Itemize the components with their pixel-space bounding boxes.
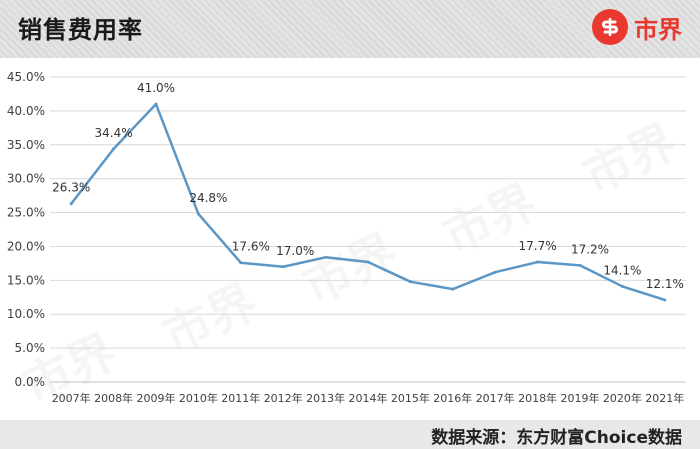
data-point <box>493 270 497 274</box>
data-label: 26.3% <box>52 181 90 195</box>
data-point <box>578 263 582 267</box>
brand-logo-text: 市界 <box>634 15 682 44</box>
x-tick-label: 2018年 <box>518 391 557 405</box>
data-point <box>536 260 540 264</box>
data-point <box>154 102 158 106</box>
data-point <box>620 284 624 288</box>
y-tick-label: 35.0% <box>7 138 45 152</box>
data-label: 41.0% <box>137 81 175 95</box>
y-tick-label: 5.0% <box>15 341 46 355</box>
chart-footer: 数据来源：东方财富Choice数据 <box>0 420 700 449</box>
brand-logo: 市界 <box>592 9 682 45</box>
x-tick-label: 2013年 <box>306 391 345 405</box>
chart-header: 销售费用率 市界 <box>0 0 700 58</box>
y-tick-label: 30.0% <box>7 172 45 186</box>
x-tick-label: 2016年 <box>433 391 472 405</box>
x-tick-label: 2010年 <box>179 391 218 405</box>
data-label: 17.6% <box>232 240 270 254</box>
y-tick-label: 20.0% <box>7 239 45 253</box>
data-point <box>281 265 285 269</box>
data-point <box>239 261 243 265</box>
x-tick-label: 2008年 <box>94 391 133 405</box>
x-tick-label: 2020年 <box>603 391 642 405</box>
data-source: 数据来源：东方财富Choice数据 <box>431 428 682 448</box>
y-tick-label: 10.0% <box>7 307 45 321</box>
line-chart: 0.0% 5.0% 10.0% 15.0% 20.0% 25.0% 30.0% 35.0% 40… <box>7 70 686 405</box>
data-label: 34.4% <box>95 126 133 140</box>
y-tick-label: 15.0% <box>7 273 45 287</box>
data-point <box>196 212 200 216</box>
y-tick-label: 40.0% <box>7 104 45 118</box>
data-point <box>69 202 73 206</box>
data-label: 17.2% <box>571 242 609 256</box>
x-tick-label: 2021年 <box>645 391 684 405</box>
x-tick-label: 2007年 <box>52 391 91 405</box>
series-line <box>70 102 666 302</box>
data-label: 14.1% <box>603 263 641 277</box>
chart-title: 销售费用率 <box>18 16 143 44</box>
y-tick-label: 45.0% <box>7 70 45 84</box>
x-tick-label: 2011年 <box>221 391 260 405</box>
data-label: 24.8% <box>189 191 227 205</box>
data-label: 17.7% <box>519 239 557 253</box>
x-tick-label: 2014年 <box>349 391 388 405</box>
data-point <box>451 287 455 291</box>
y-tick-label: 0.0% <box>15 375 46 389</box>
x-tick-label: 2009年 <box>137 391 176 405</box>
x-tick-label: 2015年 <box>391 391 430 405</box>
data-point <box>366 260 370 264</box>
data-point <box>112 147 116 151</box>
data-label: 17.0% <box>276 244 314 258</box>
data-label: 12.1% <box>646 277 684 291</box>
x-tick-label: 2019年 <box>561 391 600 405</box>
data-point <box>408 280 412 284</box>
brand-logo-icon <box>592 9 628 45</box>
data-point <box>663 298 667 302</box>
x-tick-label: 2012年 <box>264 391 303 405</box>
x-tick-label: 2017年 <box>476 391 515 405</box>
data-point <box>324 255 328 259</box>
y-tick-label: 25.0% <box>7 206 45 220</box>
